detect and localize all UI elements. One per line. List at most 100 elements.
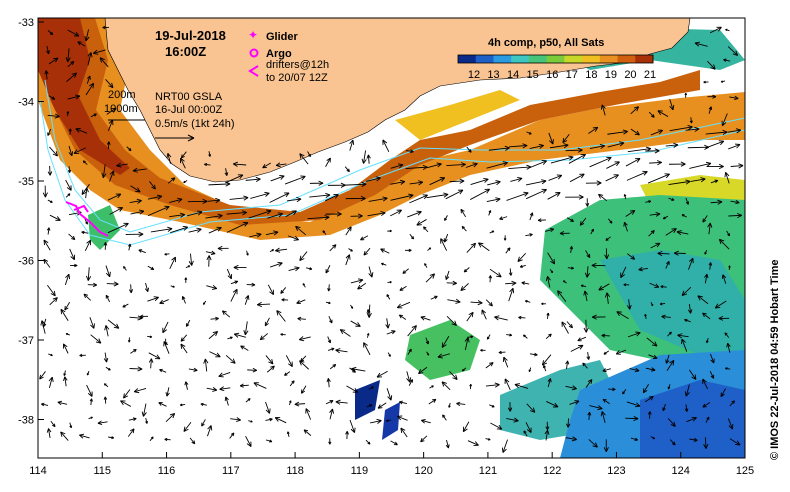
current-vector bbox=[366, 404, 373, 408]
current-vector bbox=[385, 419, 392, 423]
current-vector bbox=[335, 399, 348, 405]
current-vector bbox=[89, 398, 93, 406]
current-vector bbox=[425, 273, 436, 283]
current-vector bbox=[665, 228, 677, 236]
current-vector bbox=[132, 167, 147, 173]
current-vector bbox=[183, 421, 192, 432]
current-vector bbox=[605, 236, 611, 241]
current-vector bbox=[294, 401, 306, 407]
current-vector bbox=[309, 180, 324, 186]
current-vector bbox=[661, 314, 671, 320]
current-vector bbox=[702, 215, 708, 223]
current-vector bbox=[627, 253, 636, 260]
current-vector bbox=[64, 273, 71, 286]
current-vector bbox=[141, 403, 147, 417]
current-vector bbox=[709, 370, 715, 379]
current-vector bbox=[259, 333, 269, 341]
current-vector bbox=[408, 379, 414, 386]
current-vector bbox=[460, 282, 469, 292]
current-vector bbox=[120, 400, 132, 407]
legend-drifters-label: drifters@12h bbox=[266, 59, 329, 71]
current-vector bbox=[681, 338, 688, 352]
legend-argo-label: Argo bbox=[266, 48, 292, 60]
current-vector bbox=[546, 312, 550, 320]
current-vector bbox=[518, 315, 526, 320]
current-vector bbox=[506, 191, 529, 201]
current-vector bbox=[97, 420, 108, 426]
current-vector bbox=[274, 417, 287, 424]
current-vector bbox=[284, 371, 291, 376]
current-vector bbox=[406, 149, 414, 154]
current-vector bbox=[445, 189, 464, 200]
sst-yellow-strip bbox=[395, 90, 520, 140]
current-vector bbox=[99, 57, 109, 68]
current-vector bbox=[164, 437, 171, 442]
current-vector bbox=[685, 197, 690, 205]
current-vector bbox=[205, 213, 223, 219]
current-vector bbox=[130, 209, 145, 215]
isobath-200m-label: 200m bbox=[108, 89, 136, 101]
current-vector bbox=[657, 250, 670, 257]
current-vector bbox=[344, 166, 350, 173]
drifter-tracks bbox=[65, 201, 109, 237]
current-vector bbox=[217, 245, 229, 251]
glider-icon: ✦ bbox=[248, 28, 258, 42]
current-vector bbox=[466, 146, 472, 153]
current-vector bbox=[460, 208, 467, 218]
drifter-track bbox=[73, 204, 89, 213]
current-vector bbox=[623, 194, 627, 200]
current-vector bbox=[681, 286, 692, 296]
current-vector bbox=[345, 226, 352, 236]
current-vector bbox=[387, 280, 392, 284]
current-vector bbox=[647, 173, 670, 184]
current-vector bbox=[60, 308, 69, 322]
current-vector bbox=[248, 420, 253, 423]
current-vector bbox=[47, 199, 53, 203]
current-vector bbox=[684, 404, 689, 412]
current-vector bbox=[103, 242, 108, 250]
current-vector bbox=[589, 156, 612, 168]
current-vector bbox=[702, 312, 711, 320]
current-vector bbox=[305, 408, 312, 420]
current-vector bbox=[486, 197, 501, 203]
current-vector bbox=[505, 280, 517, 286]
current-vector bbox=[602, 368, 611, 373]
current-vector bbox=[644, 395, 654, 403]
current-vector bbox=[697, 295, 709, 305]
current-vector bbox=[183, 180, 188, 183]
current-vector bbox=[162, 321, 169, 334]
current-vector bbox=[667, 331, 672, 337]
current-vector bbox=[385, 318, 390, 329]
current-vector bbox=[370, 418, 382, 424]
current-vector bbox=[306, 267, 313, 271]
current-vector bbox=[428, 398, 437, 405]
current-vector bbox=[280, 287, 287, 294]
current-vector bbox=[467, 335, 474, 339]
current-vector bbox=[673, 250, 686, 256]
current-vector bbox=[705, 129, 728, 135]
current-vector bbox=[329, 408, 334, 420]
current-vector bbox=[689, 437, 698, 442]
current-vector bbox=[583, 290, 589, 302]
current-vector bbox=[104, 325, 110, 337]
colorbar-segment bbox=[617, 55, 636, 63]
current-vector bbox=[86, 370, 90, 376]
current-vector bbox=[529, 143, 544, 149]
current-vector bbox=[83, 293, 92, 301]
current-vector bbox=[402, 268, 409, 274]
current-vector bbox=[42, 185, 48, 198]
current-vector bbox=[287, 197, 302, 203]
current-vector bbox=[85, 82, 95, 96]
current-vector bbox=[285, 210, 297, 218]
current-vector bbox=[549, 143, 569, 149]
current-vector bbox=[588, 439, 598, 448]
current-vector bbox=[288, 266, 300, 272]
current-vector bbox=[706, 338, 709, 344]
current-vector bbox=[647, 411, 652, 419]
current-vector bbox=[615, 349, 627, 355]
current-vector bbox=[158, 402, 167, 407]
current-vector bbox=[626, 299, 632, 310]
current-vector bbox=[645, 367, 656, 372]
current-vector bbox=[188, 253, 194, 266]
current-vector bbox=[105, 366, 111, 371]
